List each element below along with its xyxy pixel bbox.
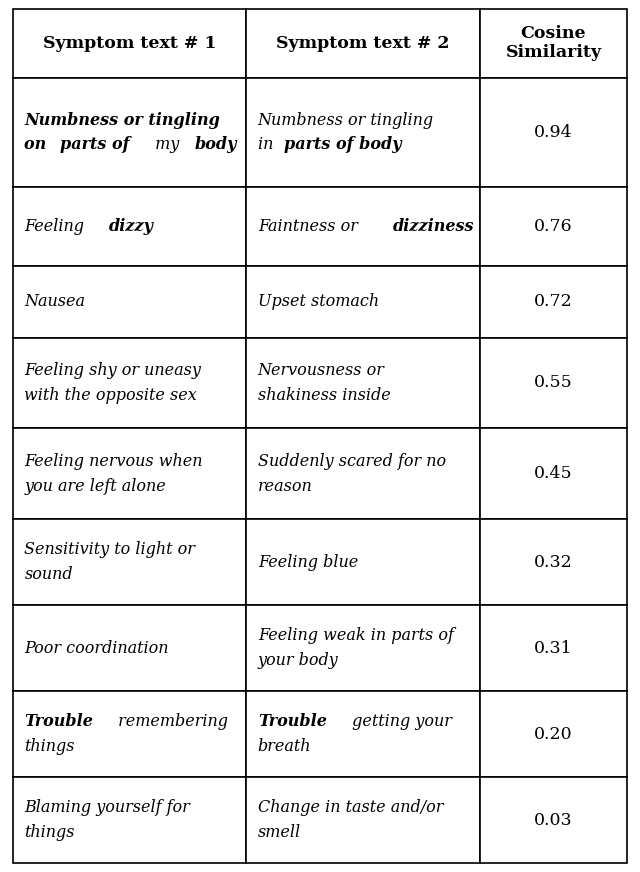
Text: Sensitivity to light or: Sensitivity to light or xyxy=(24,542,195,558)
Text: Upset stomach: Upset stomach xyxy=(258,293,379,310)
Bar xyxy=(480,519,627,605)
Text: Blaming yourself for: Blaming yourself for xyxy=(24,800,190,816)
Bar xyxy=(480,428,627,519)
Text: 0.72: 0.72 xyxy=(534,293,573,310)
Text: 0.94: 0.94 xyxy=(534,124,573,141)
Text: Trouble: Trouble xyxy=(24,713,93,731)
Text: you are left alone: you are left alone xyxy=(24,478,166,494)
Bar xyxy=(480,337,627,428)
Text: sound: sound xyxy=(24,566,73,583)
Bar xyxy=(13,428,246,519)
Bar xyxy=(13,337,246,428)
Bar xyxy=(480,777,627,863)
Text: things: things xyxy=(24,738,75,755)
Bar xyxy=(13,187,246,266)
Bar xyxy=(246,777,480,863)
Bar xyxy=(480,691,627,777)
Text: your body: your body xyxy=(258,652,339,669)
Text: Feeling nervous when: Feeling nervous when xyxy=(24,453,203,470)
Text: Feeling weak in parts of: Feeling weak in parts of xyxy=(258,627,454,644)
Text: Numbness or tingling: Numbness or tingling xyxy=(24,112,220,129)
Bar xyxy=(246,187,480,266)
Bar xyxy=(246,78,480,187)
Text: breath: breath xyxy=(258,738,311,755)
Text: Nervousness or: Nervousness or xyxy=(258,362,385,379)
Text: 0.55: 0.55 xyxy=(534,374,573,392)
Text: Symptom text # 1: Symptom text # 1 xyxy=(43,35,216,51)
Text: Feeling: Feeling xyxy=(24,218,90,235)
Text: Trouble: Trouble xyxy=(258,713,326,731)
Bar xyxy=(13,777,246,863)
Bar xyxy=(246,691,480,777)
Bar xyxy=(246,428,480,519)
Text: Poor coordination: Poor coordination xyxy=(24,640,169,657)
Bar xyxy=(246,266,480,337)
Bar xyxy=(246,9,480,78)
Text: in: in xyxy=(258,136,278,153)
Text: 0.45: 0.45 xyxy=(534,466,573,482)
Bar xyxy=(246,337,480,428)
Bar xyxy=(13,519,246,605)
Text: Feeling blue: Feeling blue xyxy=(258,554,358,570)
Text: body: body xyxy=(195,136,237,153)
Text: dizzy: dizzy xyxy=(108,218,153,235)
Bar xyxy=(480,78,627,187)
Text: getting your: getting your xyxy=(347,713,452,731)
Text: 0.32: 0.32 xyxy=(534,554,573,570)
Bar xyxy=(246,519,480,605)
Text: Numbness or tingling: Numbness or tingling xyxy=(258,112,434,129)
Text: Feeling shy or uneasy: Feeling shy or uneasy xyxy=(24,362,201,379)
Bar xyxy=(480,266,627,337)
Text: my: my xyxy=(150,136,184,153)
Bar xyxy=(13,9,246,78)
Bar xyxy=(480,9,627,78)
Bar xyxy=(13,605,246,691)
Text: parts of body: parts of body xyxy=(284,136,402,153)
Text: things: things xyxy=(24,824,75,841)
Text: Faintness or: Faintness or xyxy=(258,218,363,235)
Bar xyxy=(246,605,480,691)
Text: remembering: remembering xyxy=(113,713,228,731)
Text: reason: reason xyxy=(258,478,312,494)
Text: 0.76: 0.76 xyxy=(534,218,573,235)
Text: Symptom text # 2: Symptom text # 2 xyxy=(276,35,450,51)
Text: parts of: parts of xyxy=(60,136,130,153)
Bar xyxy=(480,605,627,691)
Text: 0.20: 0.20 xyxy=(534,726,573,743)
Text: 0.31: 0.31 xyxy=(534,640,573,657)
Text: on: on xyxy=(24,136,52,153)
Text: Nausea: Nausea xyxy=(24,293,85,310)
Bar xyxy=(13,691,246,777)
Text: smell: smell xyxy=(258,824,301,841)
Text: 0.03: 0.03 xyxy=(534,812,573,828)
Text: Change in taste and/or: Change in taste and/or xyxy=(258,800,443,816)
Text: dizziness: dizziness xyxy=(393,218,475,235)
Text: with the opposite sex: with the opposite sex xyxy=(24,387,197,404)
Bar xyxy=(13,266,246,337)
Text: shakiness inside: shakiness inside xyxy=(258,387,390,404)
Text: Suddenly scared for no: Suddenly scared for no xyxy=(258,453,446,470)
Text: Cosine
Similarity: Cosine Similarity xyxy=(506,24,602,61)
Bar xyxy=(480,187,627,266)
Bar xyxy=(13,78,246,187)
